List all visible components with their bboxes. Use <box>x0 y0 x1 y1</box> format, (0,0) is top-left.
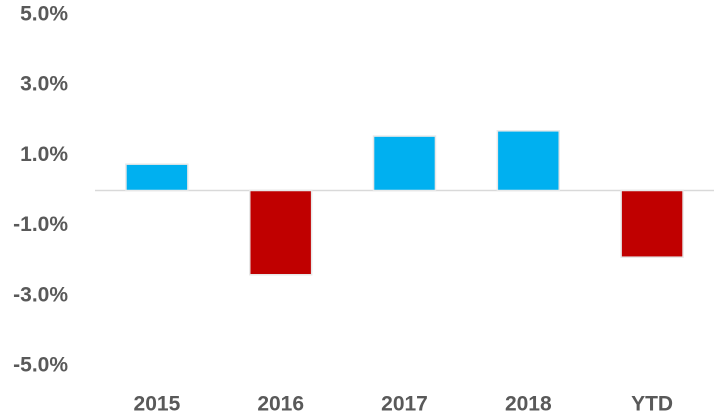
y-tick-label: 1.0% <box>20 143 68 166</box>
y-tick-label: 3.0% <box>20 73 68 96</box>
bar <box>372 135 437 192</box>
bar <box>620 189 684 258</box>
y-tick-label: -1.0% <box>13 213 68 236</box>
x-tick-label: 2018 <box>505 393 552 413</box>
x-tick-label: 2017 <box>381 393 428 413</box>
x-tick-label: 2015 <box>134 393 181 413</box>
bar <box>249 189 313 276</box>
bar <box>496 130 561 192</box>
y-tick-label: -5.0% <box>13 354 68 377</box>
x-tick-label: 2016 <box>257 393 304 413</box>
x-tick-label: YTD <box>631 393 673 413</box>
y-tick-label: -3.0% <box>13 283 68 306</box>
bar <box>125 163 189 192</box>
y-tick-label: 5.0% <box>20 3 68 26</box>
